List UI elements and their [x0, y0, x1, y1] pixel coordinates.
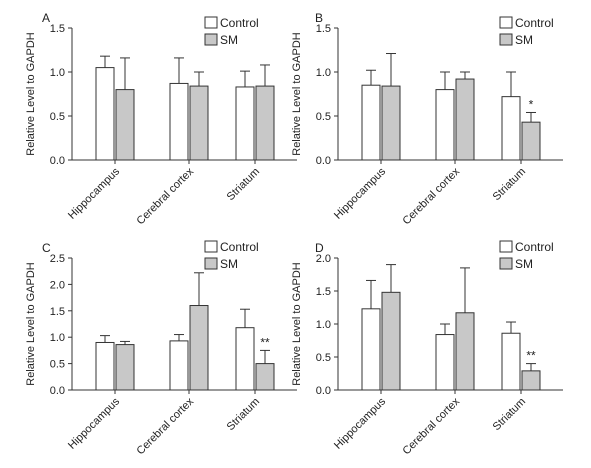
x-tick-label: Striatum	[225, 396, 262, 433]
panel-label: C	[42, 241, 51, 255]
x-tick-label: Striatum	[491, 166, 528, 203]
x-tick-label: Cerebral cortex	[134, 165, 196, 227]
y-tick-label: 2.0	[316, 253, 331, 265]
y-tick-label: 1.5	[316, 23, 331, 35]
legend-label-sm: SM	[220, 257, 238, 271]
significance-marker: **	[260, 335, 270, 349]
y-tick-label: 1.0	[50, 67, 65, 79]
chart-panel-A: A 0.0 0.5 1.0 1.5 Relative Level to GAPDH Hipp…	[25, 11, 297, 227]
x-tick-label: Striatum	[225, 166, 262, 203]
legend-swatch-sm	[499, 257, 513, 270]
bar-control-hippocampus	[361, 84, 381, 161]
legend-label-sm: SM	[220, 33, 238, 47]
legend-label-control: Control	[515, 240, 554, 254]
y-axis-label: Relative Level to GAPDH	[291, 262, 303, 386]
bar-control-cerebral-cortex	[435, 89, 455, 161]
y-tick-label: 2.5	[50, 253, 65, 265]
bar-sm-hippocampus	[115, 89, 135, 161]
legend-label-sm: SM	[515, 33, 533, 47]
legend-swatch-control	[499, 16, 513, 29]
y-tick-label: 1.0	[50, 332, 65, 344]
y-tick-label: 2.0	[50, 279, 65, 291]
y-tick-label: 0.5	[316, 111, 331, 123]
legend-label-control: Control	[220, 16, 259, 30]
x-tick-label: Hippocampus	[66, 395, 122, 451]
y-tick-label: 0.5	[50, 359, 65, 371]
bar-control-striatum	[501, 96, 521, 161]
legend-swatch-control	[204, 16, 218, 29]
bar-control-cerebral-cortex	[169, 82, 189, 161]
chart-panel-D: D 0.0 0.5 1.0 1.5 2.0 Relative Level to GAPDH H…	[291, 240, 563, 457]
y-tick-label: 0.5	[316, 352, 331, 364]
y-tick-label: 0.5	[50, 111, 65, 123]
bar-control-hippocampus	[95, 67, 115, 161]
y-tick-label: 1.0	[316, 319, 331, 331]
legend-swatch-control	[499, 240, 513, 253]
x-tick-label: Hippocampus	[332, 165, 388, 221]
bar-sm-striatum	[521, 121, 541, 161]
bar-sm-cerebral-cortex	[455, 312, 475, 391]
legend-swatch-sm	[499, 33, 513, 46]
y-tick-label: 1.0	[316, 67, 331, 79]
bar-control-hippocampus	[361, 308, 381, 391]
bar-control-hippocampus	[95, 341, 115, 391]
legend-label-control: Control	[220, 240, 259, 254]
legend-swatch-sm	[204, 33, 218, 46]
y-tick-label: 0.0	[316, 155, 331, 167]
chart-panel-B: B 0.0 0.5 1.0 1.5 Relative Level to GAPDH Hipp…	[291, 11, 563, 227]
bar-sm-cerebral-cortex	[189, 305, 209, 391]
bar-sm-striatum	[521, 370, 541, 391]
bar-control-cerebral-cortex	[169, 340, 189, 391]
legend-swatch-sm	[204, 257, 218, 270]
y-tick-label: 0.0	[50, 385, 65, 397]
bar-sm-hippocampus	[115, 344, 135, 391]
bar-sm-striatum	[255, 85, 275, 161]
legend-label-sm: SM	[515, 257, 533, 271]
x-tick-label: Cerebral cortex	[400, 395, 462, 457]
x-tick-label: Striatum	[491, 396, 528, 433]
panel-label: D	[315, 241, 324, 255]
bar-sm-striatum	[255, 363, 275, 391]
y-axis-label: Relative Level to GAPDH	[25, 32, 37, 156]
legend-swatch-control	[204, 240, 218, 253]
x-tick-label: Cerebral cortex	[400, 165, 462, 227]
chart-panel-C: C 0.0 0.5 1.0 1.5 2.0 2.5 Relative Level to GAP…	[25, 240, 297, 457]
y-tick-label: 0.0	[50, 155, 65, 167]
y-axis-label: Relative Level to GAPDH	[25, 262, 37, 386]
bar-sm-cerebral-cortex	[189, 85, 209, 161]
y-tick-label: 1.5	[316, 286, 331, 298]
significance-marker: **	[526, 349, 536, 363]
bar-control-striatum	[235, 327, 255, 391]
y-axis-label: Relative Level to GAPDH	[291, 32, 303, 156]
x-tick-label: Hippocampus	[66, 165, 122, 221]
bar-control-cerebral-cortex	[435, 334, 455, 391]
significance-marker: *	[529, 97, 534, 111]
y-tick-label: 1.5	[50, 306, 65, 318]
bar-sm-hippocampus	[381, 291, 401, 391]
bar-sm-hippocampus	[381, 85, 401, 161]
panel-label: B	[315, 11, 323, 25]
y-tick-label: 0.0	[316, 385, 331, 397]
bar-control-striatum	[235, 86, 255, 161]
x-tick-label: Hippocampus	[332, 395, 388, 451]
bar-sm-cerebral-cortex	[455, 78, 475, 161]
bar-control-striatum	[501, 332, 521, 391]
panel-label: A	[42, 11, 50, 25]
y-tick-label: 1.5	[50, 23, 65, 35]
legend-label-control: Control	[515, 16, 554, 30]
x-tick-label: Cerebral cortex	[134, 395, 196, 457]
